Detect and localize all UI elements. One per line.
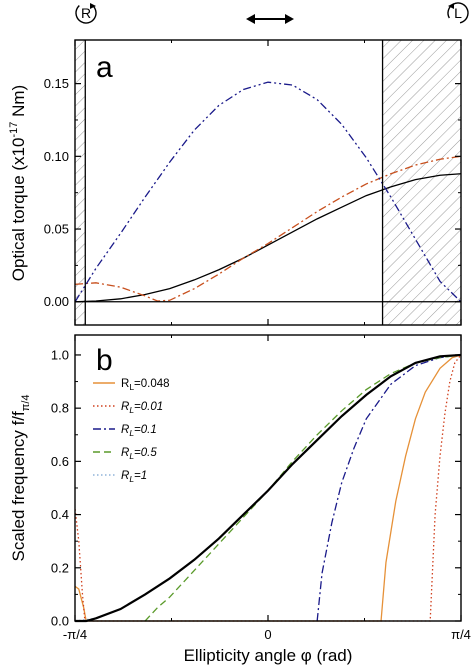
legend-label: RL=0.048 [121, 378, 170, 392]
y-axis-title-b: Scaled frequency f/fπ/4 [9, 394, 32, 561]
y-tick-label: 1.0 [51, 347, 69, 362]
x-tick-label: 0 [264, 627, 271, 642]
series-line-a-2 [74, 81, 462, 303]
y-tick-label: 0.8 [51, 401, 69, 416]
y-tick-label: 0.2 [51, 560, 69, 575]
legend-label: RL=1 [121, 470, 147, 484]
series-line-b-3 [144, 354, 461, 622]
panel-b: 0.0 0.2 0.4 0.6 0.8 1.0 -π/4 0 π/4 b Scaled fre… [9, 334, 471, 665]
torque-series [74, 81, 462, 303]
y-axis-ticks-b: 0.0 0.2 0.4 0.6 0.8 1.0 [51, 347, 461, 629]
top-icons: R L [75, 2, 469, 24]
y-tick-label: 0.0 [51, 614, 69, 629]
hatched-region [382, 40, 461, 325]
series-line-b-0 [74, 354, 462, 622]
series-line-b-2 [316, 354, 461, 622]
y-axis-title-a-exp: -17 [8, 122, 20, 138]
legend-label: RL=0.01 [121, 401, 163, 415]
hatched-regions [75, 40, 461, 325]
y-tick-label: 0.05 [44, 222, 69, 237]
rotate-left-icon: L [447, 2, 469, 24]
frequency-series [74, 353, 462, 623]
legend-background [90, 371, 190, 488]
panel-letter-a: a [96, 51, 113, 84]
y-tick-label: 0.00 [44, 294, 69, 309]
x-axis-title: Ellipticity angle φ (rad) [184, 646, 353, 665]
rotate-left-letter: L [454, 5, 462, 21]
series-line-b-5 [75, 353, 461, 623]
y-axis-title-b-sub: π/4 [20, 394, 32, 411]
legend: RL=0.048 RL=0.01 RL=0.1 RL=0.5 RL=1 [90, 371, 190, 488]
panel-a: 0.00 0.05 0.10 0.15 a Optical torque (x10-1… [8, 39, 462, 326]
rotate-right-icon: R [75, 2, 97, 24]
series-line-a-1 [75, 155, 461, 302]
rotate-right-letter: R [81, 5, 91, 21]
y-axis-title-a: Optical torque (x10-17 Nm) [8, 85, 28, 281]
legend-label: RL=0.1 [121, 424, 157, 438]
x-tick-label: -π/4 [63, 627, 87, 642]
y-tick-label: 0.15 [44, 76, 69, 91]
series-line-a-0 [75, 173, 461, 303]
y-axis-title-a-unit: Nm) [9, 85, 28, 122]
y-tick-label: 0.6 [51, 454, 69, 469]
series-line-b-1 [74, 354, 462, 622]
reference-lines [75, 40, 461, 325]
x-axis-ticks-a [74, 40, 462, 325]
y-tick-label: 0.4 [51, 507, 69, 522]
x-axis-ticks-b: -π/4 0 π/4 [63, 335, 471, 642]
legend-label: RL=0.5 [121, 447, 157, 461]
panel-letter-b: b [96, 344, 113, 377]
double-arrow-icon [246, 14, 294, 24]
hatched-region [75, 40, 86, 325]
y-axis-title-b-text: Scaled frequency f/f [9, 411, 28, 562]
y-axis-ticks-a: 0.00 0.05 0.10 0.15 [44, 76, 461, 309]
y-axis-title-a-text: Optical torque (x10 [9, 138, 28, 282]
y-tick-label: 0.10 [44, 149, 69, 164]
x-tick-label: π/4 [451, 627, 471, 642]
